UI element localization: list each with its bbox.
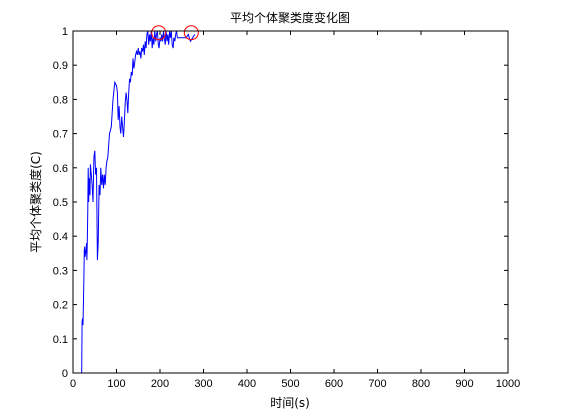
series-layer xyxy=(81,30,196,374)
x-tick-label: 500 xyxy=(281,378,299,390)
y-tick-label: 0.7 xyxy=(53,129,68,141)
plot-area-background xyxy=(73,31,508,373)
highlight-circle-marker xyxy=(151,25,167,41)
y-axis-title: 平均个体聚类度(C) xyxy=(28,151,43,253)
y-tick-label: 0.2 xyxy=(53,300,68,312)
x-axis-title: 时间(s) xyxy=(270,396,310,410)
x-tick-label: 200 xyxy=(151,378,169,390)
series-line xyxy=(81,30,196,374)
x-tick-label: 600 xyxy=(325,378,343,390)
y-tick-label: 1 xyxy=(62,26,68,38)
y-tick-label: 0.6 xyxy=(53,163,68,175)
y-axis: 0 0.1 0.2 0.3 0.4 0.5 0.6 0.7 0.8 0.9 1 xyxy=(53,26,508,380)
y-tick-label: 0.3 xyxy=(53,265,68,277)
x-tick-label: 0 xyxy=(70,378,76,390)
y-tick-label: 0.1 xyxy=(53,334,68,346)
y-tick-label: 0.8 xyxy=(53,94,68,106)
highlight-markers-layer xyxy=(151,25,199,41)
x-tick-label: 1000 xyxy=(496,378,520,390)
chart-title: 平均个体聚类度变化图 xyxy=(230,10,350,25)
y-tick-label: 0.9 xyxy=(53,60,68,72)
x-tick-label: 800 xyxy=(412,378,430,390)
x-tick-label: 100 xyxy=(107,378,125,390)
y-tick-label: 0.5 xyxy=(53,197,68,209)
x-tick-label: 900 xyxy=(455,378,473,390)
y-tick-label: 0.4 xyxy=(53,231,68,243)
y-tick-label: 0 xyxy=(62,368,68,380)
x-tick-label: 400 xyxy=(238,378,256,390)
x-tick-label: 700 xyxy=(368,378,386,390)
highlight-circle-marker xyxy=(183,25,199,41)
x-tick-label: 300 xyxy=(194,378,212,390)
x-axis: 0 100 200 300 400 500 600 700 800 900 1000 xyxy=(70,31,520,390)
